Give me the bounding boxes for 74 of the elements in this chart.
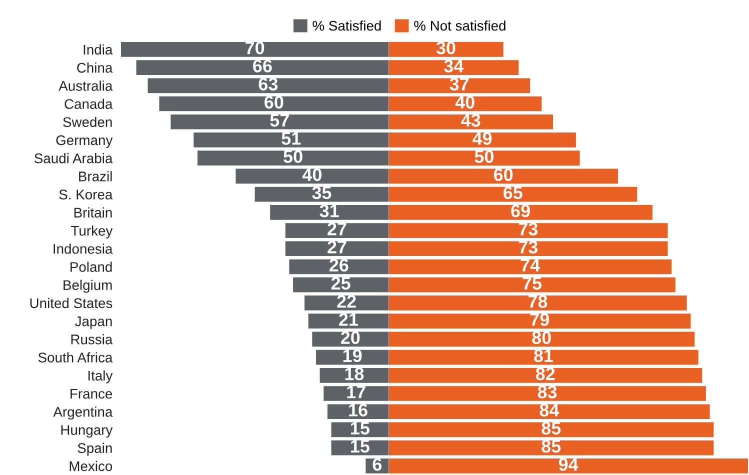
data-label: 82 <box>536 367 555 380</box>
data-label: 20 <box>340 331 360 344</box>
y-tick-label: Saudi Arabia <box>34 153 113 164</box>
bar <box>308 314 389 328</box>
data-label: 35 <box>312 186 332 200</box>
data-label: 60 <box>494 168 513 182</box>
data-label: 81 <box>534 349 553 362</box>
data-label: 84 <box>540 404 560 416</box>
y-tick-label: Indonesia <box>54 244 113 254</box>
bar <box>324 386 389 401</box>
data-label: 6 <box>372 458 382 471</box>
data-label: 16 <box>349 404 368 416</box>
data-label: 27 <box>328 240 346 254</box>
y-tick-label: India <box>84 44 113 55</box>
data-label: 85 <box>542 422 561 435</box>
y-tick-label: South Africa <box>38 352 113 362</box>
y-tick-label: Australia <box>58 80 113 91</box>
y-tick-label: Sweden <box>63 116 112 128</box>
y-tick-label: Poland <box>70 262 112 272</box>
y-tick-label: Canada <box>64 98 113 109</box>
data-label: 73 <box>518 222 538 236</box>
data-label: 66 <box>253 60 272 72</box>
data-label: 74 <box>520 258 540 272</box>
data-label: 26 <box>330 258 348 272</box>
data-label: 50 <box>474 150 494 163</box>
data-label: 40 <box>455 96 474 109</box>
y-tick-label: Hungary <box>61 425 113 438</box>
data-label: 51 <box>282 132 301 145</box>
y-tick-label: Italy <box>88 370 113 384</box>
data-label: 75 <box>522 277 542 290</box>
data-label: 27 <box>328 222 346 236</box>
data-label: 37 <box>450 78 469 91</box>
data-label: 73 <box>518 240 538 254</box>
y-tick-label: Argentina <box>53 406 113 420</box>
y-tick-label: Brazil <box>79 171 112 182</box>
data-label: 80 <box>532 331 551 344</box>
data-label: 69 <box>511 204 530 218</box>
data-label: 83 <box>538 386 557 398</box>
data-label: 65 <box>503 186 522 200</box>
data-label: 15 <box>351 422 370 435</box>
data-label: 30 <box>436 41 456 54</box>
y-tick-label: Belgium <box>64 280 112 293</box>
data-label: 21 <box>339 313 358 326</box>
data-label: 94 <box>558 458 578 471</box>
bar <box>304 296 389 310</box>
y-tick-label: Britain <box>74 207 112 218</box>
y-tick-label: Turkey <box>71 225 113 238</box>
y-tick-label: Mexico <box>70 460 112 472</box>
data-label: 25 <box>331 276 350 290</box>
data-label: 22 <box>337 295 356 308</box>
y-tick-label: Japan <box>75 316 112 329</box>
data-label: 85 <box>542 440 561 453</box>
data-label: 50 <box>284 150 302 163</box>
y-tick-label: S. Korea <box>59 190 113 200</box>
y-tick-label: China <box>77 62 113 73</box>
y-tick-label: Spain <box>78 442 112 456</box>
data-label: 40 <box>302 168 322 182</box>
bar <box>320 368 389 383</box>
y-tick-label: Russia <box>71 334 113 344</box>
data-label: 43 <box>461 114 480 127</box>
data-label: 60 <box>264 96 284 109</box>
data-label: 79 <box>530 313 550 326</box>
y-tick-label: United States <box>30 298 112 308</box>
data-label: 31 <box>320 204 339 218</box>
data-label: 18 <box>345 367 364 380</box>
data-label: 15 <box>351 440 370 453</box>
legend-label: % Satisfied <box>312 20 381 31</box>
y-tick-label: France <box>70 388 112 399</box>
legend-label: % Not satisfied <box>414 20 506 31</box>
data-label: 63 <box>258 78 278 91</box>
data-label: 49 <box>472 132 492 145</box>
data-label: 19 <box>343 349 362 362</box>
y-tick-label: Germany <box>56 135 113 148</box>
data-label: 34 <box>444 60 464 72</box>
